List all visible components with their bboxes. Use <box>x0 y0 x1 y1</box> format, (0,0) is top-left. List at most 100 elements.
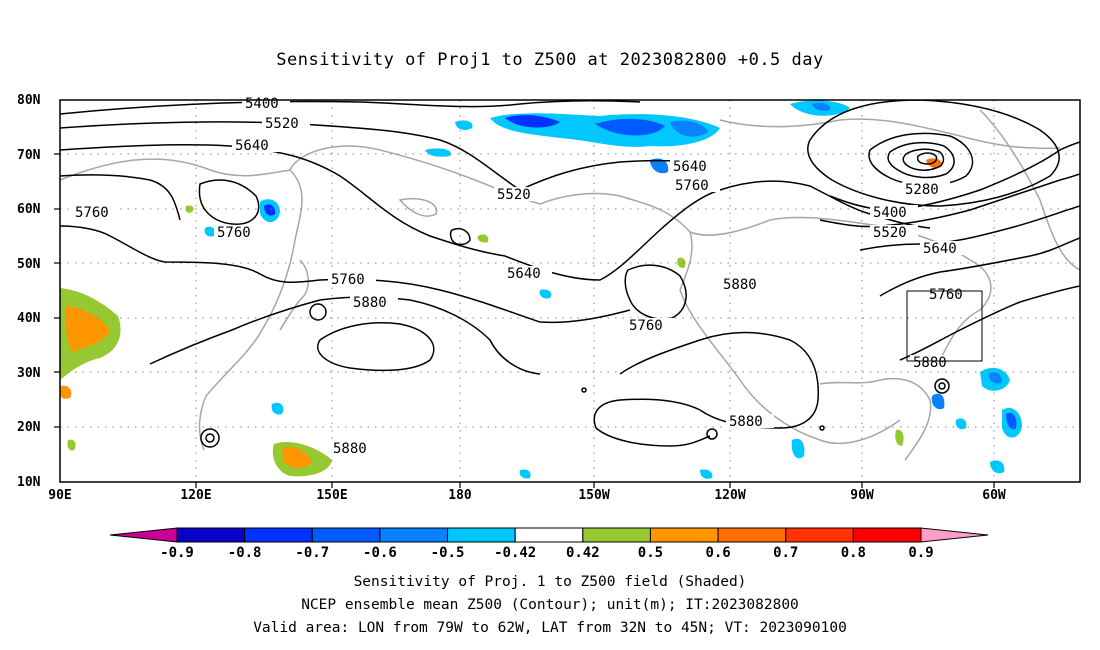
colorbar-cell <box>447 527 516 543</box>
kamchatka-cell <box>198 179 260 225</box>
na-west-coast <box>679 289 901 445</box>
neg-patch <box>455 120 473 130</box>
colorbar-cell <box>785 527 854 543</box>
contour-label: 5760 <box>217 225 251 241</box>
lat-label: 30N <box>17 366 41 381</box>
atlantic-5880 <box>899 285 1080 361</box>
lat-label: 50N <box>17 257 41 272</box>
colorbar-cell <box>176 527 246 543</box>
colorbar-label: -0.6 <box>363 545 397 561</box>
colorbar-label: -0.9 <box>160 545 194 561</box>
caption-valid-area: Valid area: LON from 79W to 62W, LAT fro… <box>253 620 847 636</box>
lat-label: 80N <box>17 93 41 108</box>
neg-patch <box>539 289 552 299</box>
lat-label: 60N <box>17 202 41 217</box>
lon-label: 90W <box>850 488 874 503</box>
map-frame <box>59 99 1081 483</box>
valid-area-box <box>906 290 983 362</box>
neg-patch <box>519 469 531 479</box>
sensitivity-shading <box>60 100 1022 479</box>
lon-label: 180 <box>448 488 472 503</box>
small-ring <box>205 433 215 443</box>
contour-label: 5640 <box>673 159 707 175</box>
neg-patch <box>670 120 708 137</box>
neg-patch <box>931 393 945 410</box>
atlantic-5400 <box>829 141 1080 211</box>
contour-label: 5760 <box>75 205 109 221</box>
contour-5520 <box>60 121 691 191</box>
neg-patch <box>700 469 713 479</box>
colorbar-label: 0.42 <box>566 545 600 561</box>
neg-patch <box>988 372 1002 384</box>
polar-low-2 <box>887 141 955 179</box>
small-ring <box>706 428 718 440</box>
lat-label: 40N <box>17 311 41 326</box>
pos-patch <box>926 158 943 168</box>
lat-label: 70N <box>17 148 41 163</box>
pos-patch <box>67 439 76 451</box>
contour-label: 5760 <box>929 287 963 303</box>
contour-5880-b <box>619 331 819 429</box>
pacific-high <box>317 322 435 372</box>
atlantic-5640 <box>859 205 1080 251</box>
lon-axis: 90E 120E 150E 180 150W 120W 90W 60W <box>48 488 1006 503</box>
japan-coast <box>279 259 309 331</box>
small-ring <box>819 425 825 431</box>
colorbar-label: 0.5 <box>638 545 663 561</box>
lon-label: 90E <box>48 488 71 503</box>
asia-coast <box>60 158 303 451</box>
colorbar-cell <box>717 527 787 543</box>
neg-patch <box>264 204 276 216</box>
contour-label: 5880 <box>723 277 757 293</box>
neg-patch <box>955 418 967 430</box>
contour-5640 <box>60 144 506 257</box>
lon-label: 150E <box>316 488 347 503</box>
polar-low-1 <box>868 132 974 186</box>
colorbar-label: 0.8 <box>841 545 866 561</box>
pacific-low <box>624 264 687 320</box>
pos-patch <box>60 385 72 399</box>
colorbar-label: 0.7 <box>773 545 798 561</box>
neg-patch <box>505 115 560 128</box>
colorbar-high-end <box>920 527 989 543</box>
contour-label: 5640 <box>923 241 957 257</box>
greenland-coast <box>979 109 1080 271</box>
arctic-coast <box>719 118 1061 150</box>
small-ring <box>449 228 471 246</box>
colorbar-cell <box>852 527 922 543</box>
contour-label: 5640 <box>235 138 269 154</box>
atlantic-5760 <box>879 237 1080 297</box>
neg-patch <box>812 102 831 111</box>
contour-5400 <box>60 100 641 115</box>
contour-label: 5520 <box>265 116 299 132</box>
polar-low-3 <box>902 148 945 171</box>
contour-5760-north <box>60 174 181 221</box>
gulf-coast <box>819 377 932 461</box>
chart-title: Sensitivity of Proj1 to Z500 at 20230828… <box>276 50 824 70</box>
small-ring <box>200 428 220 448</box>
colorbar-label: -0.7 <box>295 545 329 561</box>
colorbar-label: 0.9 <box>908 545 933 561</box>
lon-label: 120W <box>714 488 745 503</box>
contour-label-group: 5400 5520 5640 5760 5520 5640 5760 5760 … <box>72 96 974 457</box>
contour-label: 5280 <box>905 182 939 198</box>
lat-axis: 80N 70N 60N 50N 40N 30N 20N 10N <box>17 93 41 490</box>
contour-label: 5880 <box>913 355 947 371</box>
neg-patch <box>425 148 451 157</box>
colorbar-low-end <box>109 527 178 543</box>
colorbar-cell <box>311 527 381 543</box>
lon-label: 150W <box>578 488 609 503</box>
axis-ticks <box>54 153 995 488</box>
arctic-islands <box>398 198 438 217</box>
contour-label: 5520 <box>873 225 907 241</box>
contour-5880-c <box>593 398 711 447</box>
pos-patch <box>282 446 312 468</box>
small-ring <box>938 382 946 390</box>
colorbar-label: -0.42 <box>494 545 536 561</box>
pos-patch <box>185 205 194 213</box>
lat-label: 20N <box>17 420 41 435</box>
neg-patch <box>650 158 669 174</box>
colorbar-label: -0.5 <box>431 545 465 561</box>
contour-label: 5400 <box>873 205 907 221</box>
